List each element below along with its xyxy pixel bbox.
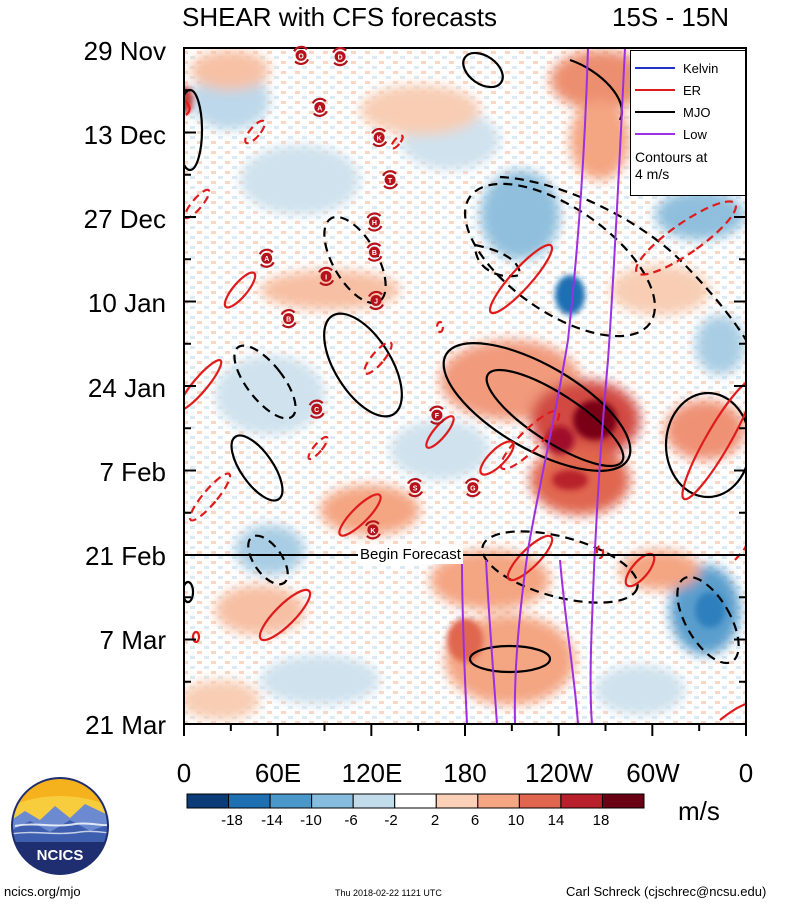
colorbar-label: 10 (507, 812, 525, 829)
storm-label: J (374, 298, 378, 305)
legend-swatch (635, 133, 675, 135)
legend-swatch (635, 111, 675, 113)
x-tick-label: 60E (254, 758, 302, 788)
chart-title: SHEAR with CFS forecasts (182, 2, 497, 32)
x-tick-label: 0 (738, 758, 754, 788)
storm-symbol: C (308, 399, 325, 419)
storm-symbol: S (407, 477, 424, 498)
x-tick-label: 60W (626, 758, 680, 788)
storm-symbol: J (368, 290, 385, 311)
y-tick-label: 27 Dec (83, 204, 166, 234)
colorbar (186, 793, 645, 809)
storm-label: A (264, 256, 269, 263)
legend-item-kelvin: Kelvin (635, 57, 743, 79)
storm-label: T (388, 178, 393, 185)
contours (184, 48, 746, 724)
colorbar-swatch (560, 793, 603, 809)
storm-label: K (370, 528, 375, 535)
storm-symbol: O (293, 45, 310, 66)
y-tick-label: 7 Feb (99, 457, 167, 487)
legend-item-low: Low (635, 123, 743, 145)
colorbar-label: 6 (470, 812, 480, 829)
y-tick-label: 29 Nov (83, 36, 166, 66)
x-ticks (183, 724, 747, 736)
colorbar-swatch (518, 793, 562, 809)
storm-label: A (317, 105, 322, 112)
storm-label: C (314, 407, 319, 414)
colorbar-swatch (352, 793, 396, 809)
y-tick-label: 21 Mar (85, 710, 166, 740)
legend-label: ER (683, 82, 702, 98)
colorbar-units: m/s (678, 796, 720, 826)
legend-swatch (635, 89, 675, 91)
x-tick-label: 120W (525, 758, 593, 788)
y-tick-label: 13 Dec (83, 120, 166, 150)
storm-symbol: B (280, 308, 297, 329)
storm-symbol: D (332, 47, 349, 67)
storm-label: I (325, 274, 327, 281)
colorbar-label: -10 (300, 812, 322, 829)
colorbar-label: -6 (344, 812, 358, 829)
x-tick-label: 120E (341, 758, 403, 788)
storm-symbol: T (382, 170, 399, 190)
storm-symbols: O D A K T H B A I J B C F S G K (258, 45, 481, 540)
chart-region: 15S - 15N (612, 2, 730, 32)
legend-label: Kelvin (683, 60, 719, 76)
footer-timestamp: Thu 2018-02-22 1121 UTC (335, 888, 442, 898)
legend-note-line: 4 m/s (635, 166, 670, 182)
colorbar-label: 18 (592, 812, 610, 829)
storm-symbol: K (364, 520, 381, 540)
x-tick-label: 180 (443, 758, 487, 788)
colorbar-swatch (228, 793, 271, 809)
storm-label: G (470, 486, 476, 493)
storm-symbol: B (366, 242, 383, 262)
logo-text: NCICS (37, 847, 84, 864)
legend-label: Low (683, 126, 707, 142)
storm-symbol: H (366, 212, 383, 232)
storm-label: B (372, 250, 377, 257)
colorbar-label: 14 (547, 812, 565, 829)
colorbar-swatch (477, 793, 520, 809)
footer-author: Carl Schreck (cjschrec@ncsu.edu) (566, 884, 767, 899)
storm-label: S (413, 486, 418, 493)
storm-symbol: A (311, 97, 328, 117)
legend-note: Contours at 4 m/s (635, 149, 743, 183)
colorbar-label: -14 (261, 812, 283, 829)
storm-label: K (377, 136, 382, 143)
colorbar-swatch (394, 793, 437, 809)
footer-url[interactable]: ncics.org/mjo (4, 884, 81, 899)
colorbar-swatch (269, 793, 313, 809)
ncics-logo: NCICS (11, 777, 109, 875)
y-tick-label: 10 Jan (87, 288, 166, 318)
legend-item-mjo: MJO (635, 101, 743, 123)
begin-forecast-label: Begin Forecast (358, 546, 463, 564)
storm-symbol: K (371, 127, 388, 148)
legend: Kelvin ER MJO Low Contours at 4 m/s (630, 50, 746, 196)
storm-label: H (372, 220, 377, 227)
storm-label: F (435, 413, 440, 420)
colorbar-swatch (435, 793, 479, 809)
colorbar-label: -18 (221, 812, 243, 829)
colorbar-swatch (186, 793, 230, 809)
storm-symbol: F (428, 405, 445, 425)
legend-note-line: Contours at (635, 149, 708, 165)
y-tick-label: 24 Jan (87, 373, 166, 403)
storm-label: D (338, 55, 343, 62)
storm-symbol: A (258, 248, 275, 268)
legend-label: MJO (683, 104, 711, 120)
storm-symbol: G (464, 477, 481, 498)
y-tick-label: 21 Feb (85, 541, 166, 571)
legend-swatch (635, 67, 675, 69)
colorbar-swatch (601, 793, 645, 809)
storm-symbol: I (318, 266, 335, 286)
colorbar-label: -2 (384, 812, 398, 829)
storm-label: B (286, 317, 291, 324)
colorbar-swatch (311, 793, 354, 809)
y-tick-label: 7 Mar (99, 625, 166, 655)
legend-item-er: ER (635, 79, 743, 101)
colorbar-label: 2 (430, 812, 440, 829)
storm-label: O (298, 53, 304, 60)
x-tick-label: 0 (176, 758, 192, 788)
